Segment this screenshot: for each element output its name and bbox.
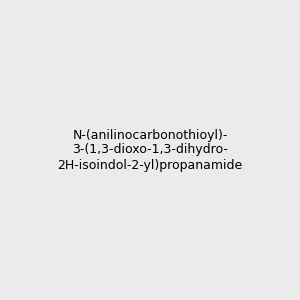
- Text: N-(anilinocarbonothioyl)-
3-(1,3-dioxo-1,3-dihydro-
2H-isoindol-2-yl)propanamide: N-(anilinocarbonothioyl)- 3-(1,3-dioxo-1…: [57, 128, 243, 172]
